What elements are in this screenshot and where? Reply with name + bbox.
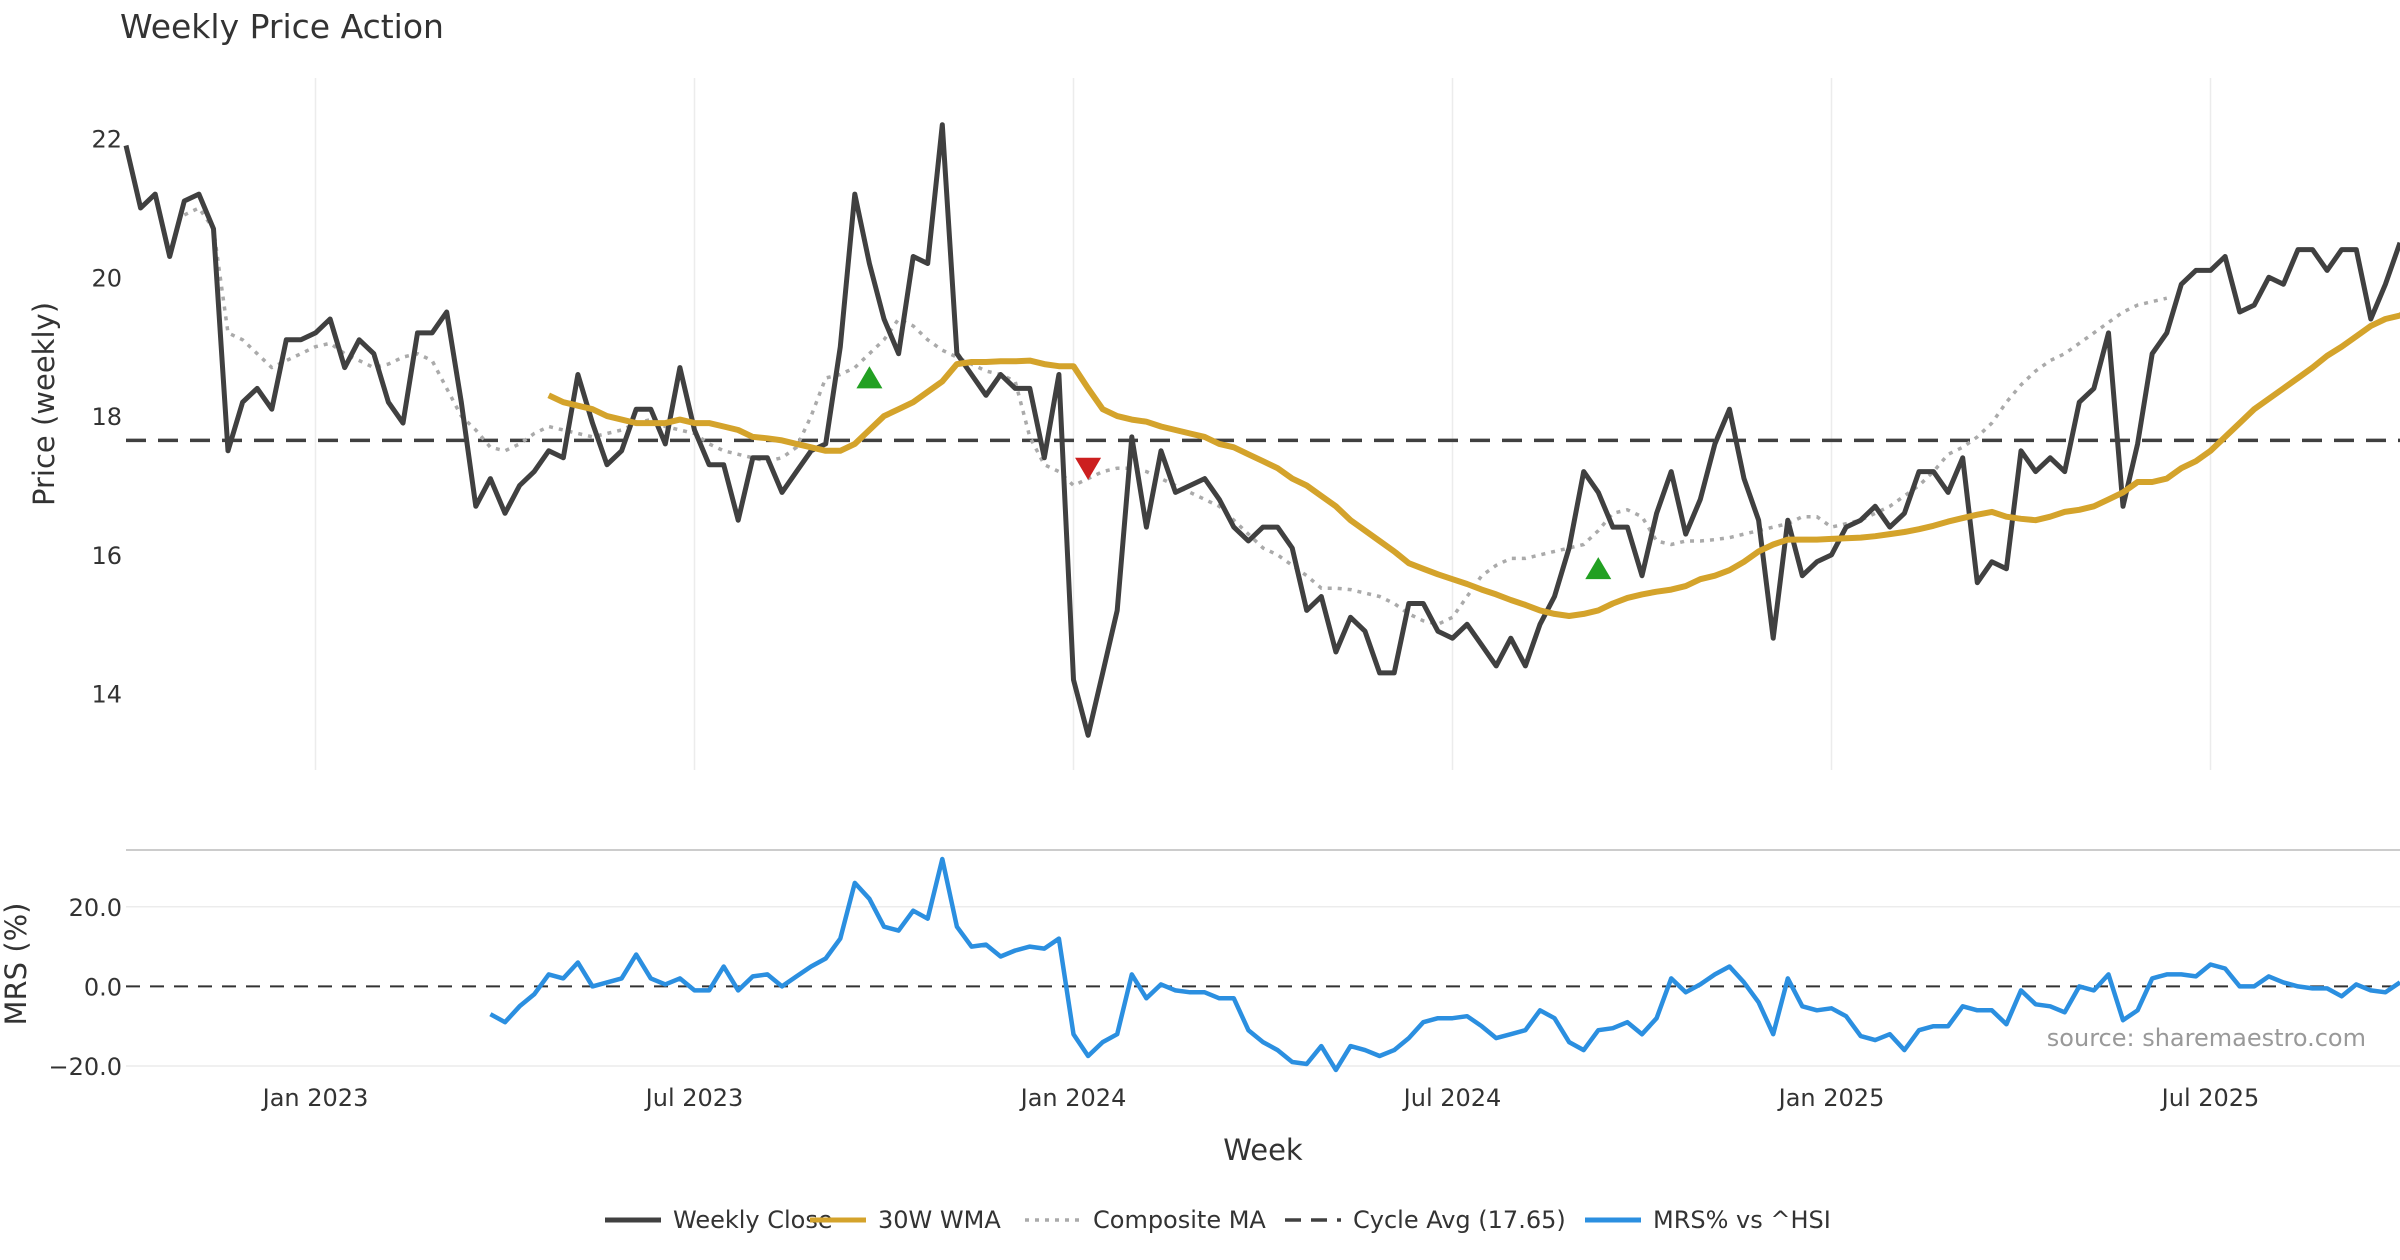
legend: Weekly Close 30W WMA Composite MA Cycle Avg… [605,1206,1831,1234]
x-tick-label: Jan 2025 [1777,1084,1885,1112]
legend-label: 30W WMA [878,1206,1001,1234]
legend-label: Composite MA [1093,1206,1266,1234]
x-tick-label: Jul 2024 [1402,1084,1502,1112]
price-panel-grid [314,78,2212,770]
x-tick-label: Jan 2023 [261,1084,369,1112]
mrs-y-tick-label: 0.0 [84,973,122,1001]
mrs-line [489,856,2400,1073]
weekly-close-line [123,122,2400,738]
x-axis-title: Week [1223,1133,1303,1167]
x-tick-label: Jul 2025 [2160,1084,2260,1112]
sell-signal-marker-1 [1075,457,1102,480]
x-ticks: Jan 2023 Jul 2023 Jan 2024 Jul 2024 Jan 2025… [261,1084,2260,1112]
legend-label: Weekly Close [673,1206,833,1234]
mrs-panel-grid [126,906,2400,1067]
mrs-y-tick-label: 20.0 [69,894,122,922]
chart-title: Weekly Price Action [120,7,444,46]
wma-30w-line [547,312,2400,619]
mrs-y-tick-label: −20.0 [48,1053,122,1081]
price-y-ticks: 14 16 18 20 22 [91,126,122,709]
price-y-tick-label: 22 [91,126,122,154]
source-annotation: source: sharemaestro.com [2047,1024,2366,1052]
buy-signal-marker-2 [1585,557,1612,580]
price-y-tick-label: 20 [91,264,122,292]
composite-ma-line [183,206,2168,627]
price-y-tick-label: 18 [91,403,122,431]
buy-signal-marker-0 [856,366,883,389]
price-y-tick-label: 16 [91,542,122,570]
mrs-y-ticks: 20.0 0.0 −20.0 [48,894,122,1081]
x-tick-label: Jul 2023 [644,1084,744,1112]
legend-label: Cycle Avg (17.65) [1353,1206,1566,1234]
price-y-axis-title: Price (weekly) [27,302,61,506]
price-y-tick-label: 14 [91,681,122,709]
mrs-y-axis-title: MRS (%) [0,903,33,1026]
x-tick-label: Jan 2024 [1019,1084,1127,1112]
legend-label: MRS% vs ^HSI [1653,1206,1831,1234]
signal-markers [856,366,1612,580]
